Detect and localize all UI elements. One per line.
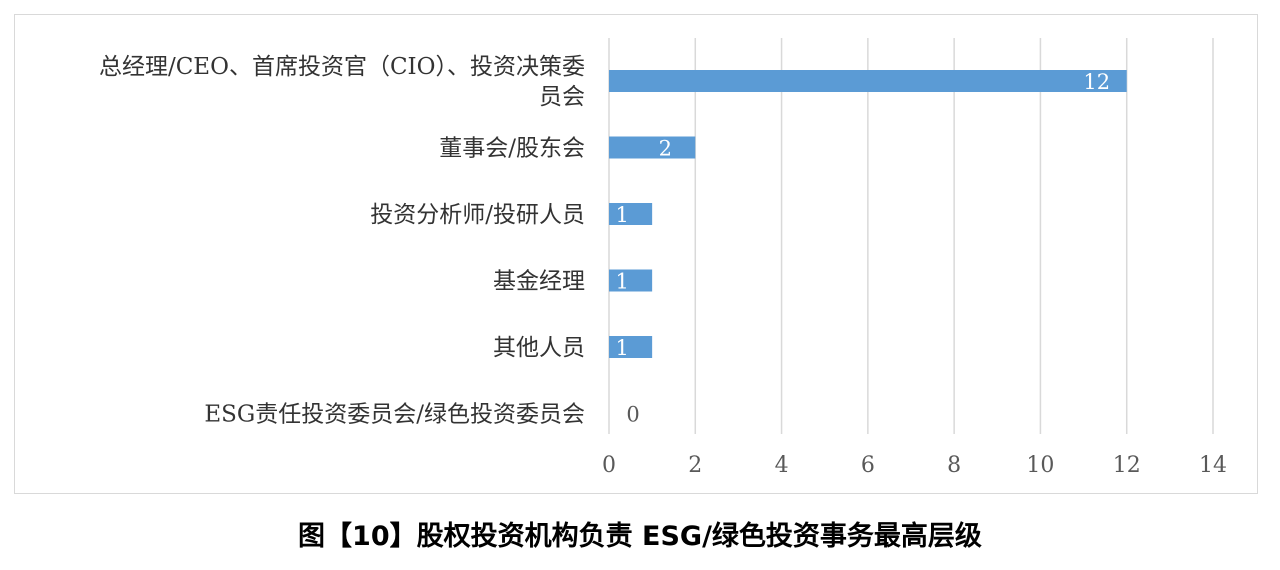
category-label: 董事会/股东会: [439, 136, 585, 162]
x-tick-label: 12: [1113, 453, 1141, 478]
bar: [609, 70, 1127, 92]
data-label: 12: [1083, 70, 1110, 94]
x-tick-label: 8: [947, 453, 961, 478]
category-label: 总经理/CEO、首席投资官（CIO）、投资决策委: [99, 54, 585, 80]
x-tick-label: 14: [1199, 453, 1227, 478]
bar-chart: 0 2 4 6 8 10 12 14总经理/CEO、首席投资官（CIO）、投资决策委员会董事会…: [99, 38, 1227, 478]
x-tick-label: 10: [1026, 453, 1054, 478]
category-label: 员会: [539, 84, 585, 110]
bar: [609, 269, 653, 292]
bar: [609, 203, 653, 225]
data-label: 1: [615, 270, 628, 294]
x-tick-label: 2: [688, 453, 702, 478]
bar: [609, 136, 696, 159]
data-label: 0: [626, 403, 639, 427]
figure-caption: 图【10】股权投资机构负责 ESG/绿色投资事务最高层级: [298, 521, 982, 552]
x-tick-label: 6: [861, 453, 875, 478]
bar: [609, 336, 653, 358]
x-tick-label: 4: [775, 453, 789, 478]
chart-frame: [14, 14, 1258, 494]
data-label: 1: [615, 336, 628, 360]
category-label: ESG责任投资委员会/绿色投资委员会: [204, 402, 585, 428]
category-label: 投资分析师/投研人员: [370, 202, 585, 228]
data-label: 2: [659, 137, 672, 161]
category-label: 基金经理: [493, 269, 585, 295]
category-label: 其他人员: [493, 335, 585, 361]
x-tick-label: 0: [602, 453, 616, 478]
data-label: 1: [615, 203, 628, 227]
